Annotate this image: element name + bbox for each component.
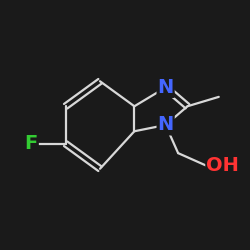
Text: F: F xyxy=(24,134,38,153)
Text: N: N xyxy=(158,116,174,134)
Text: N: N xyxy=(158,78,174,97)
Text: OH: OH xyxy=(206,156,239,175)
